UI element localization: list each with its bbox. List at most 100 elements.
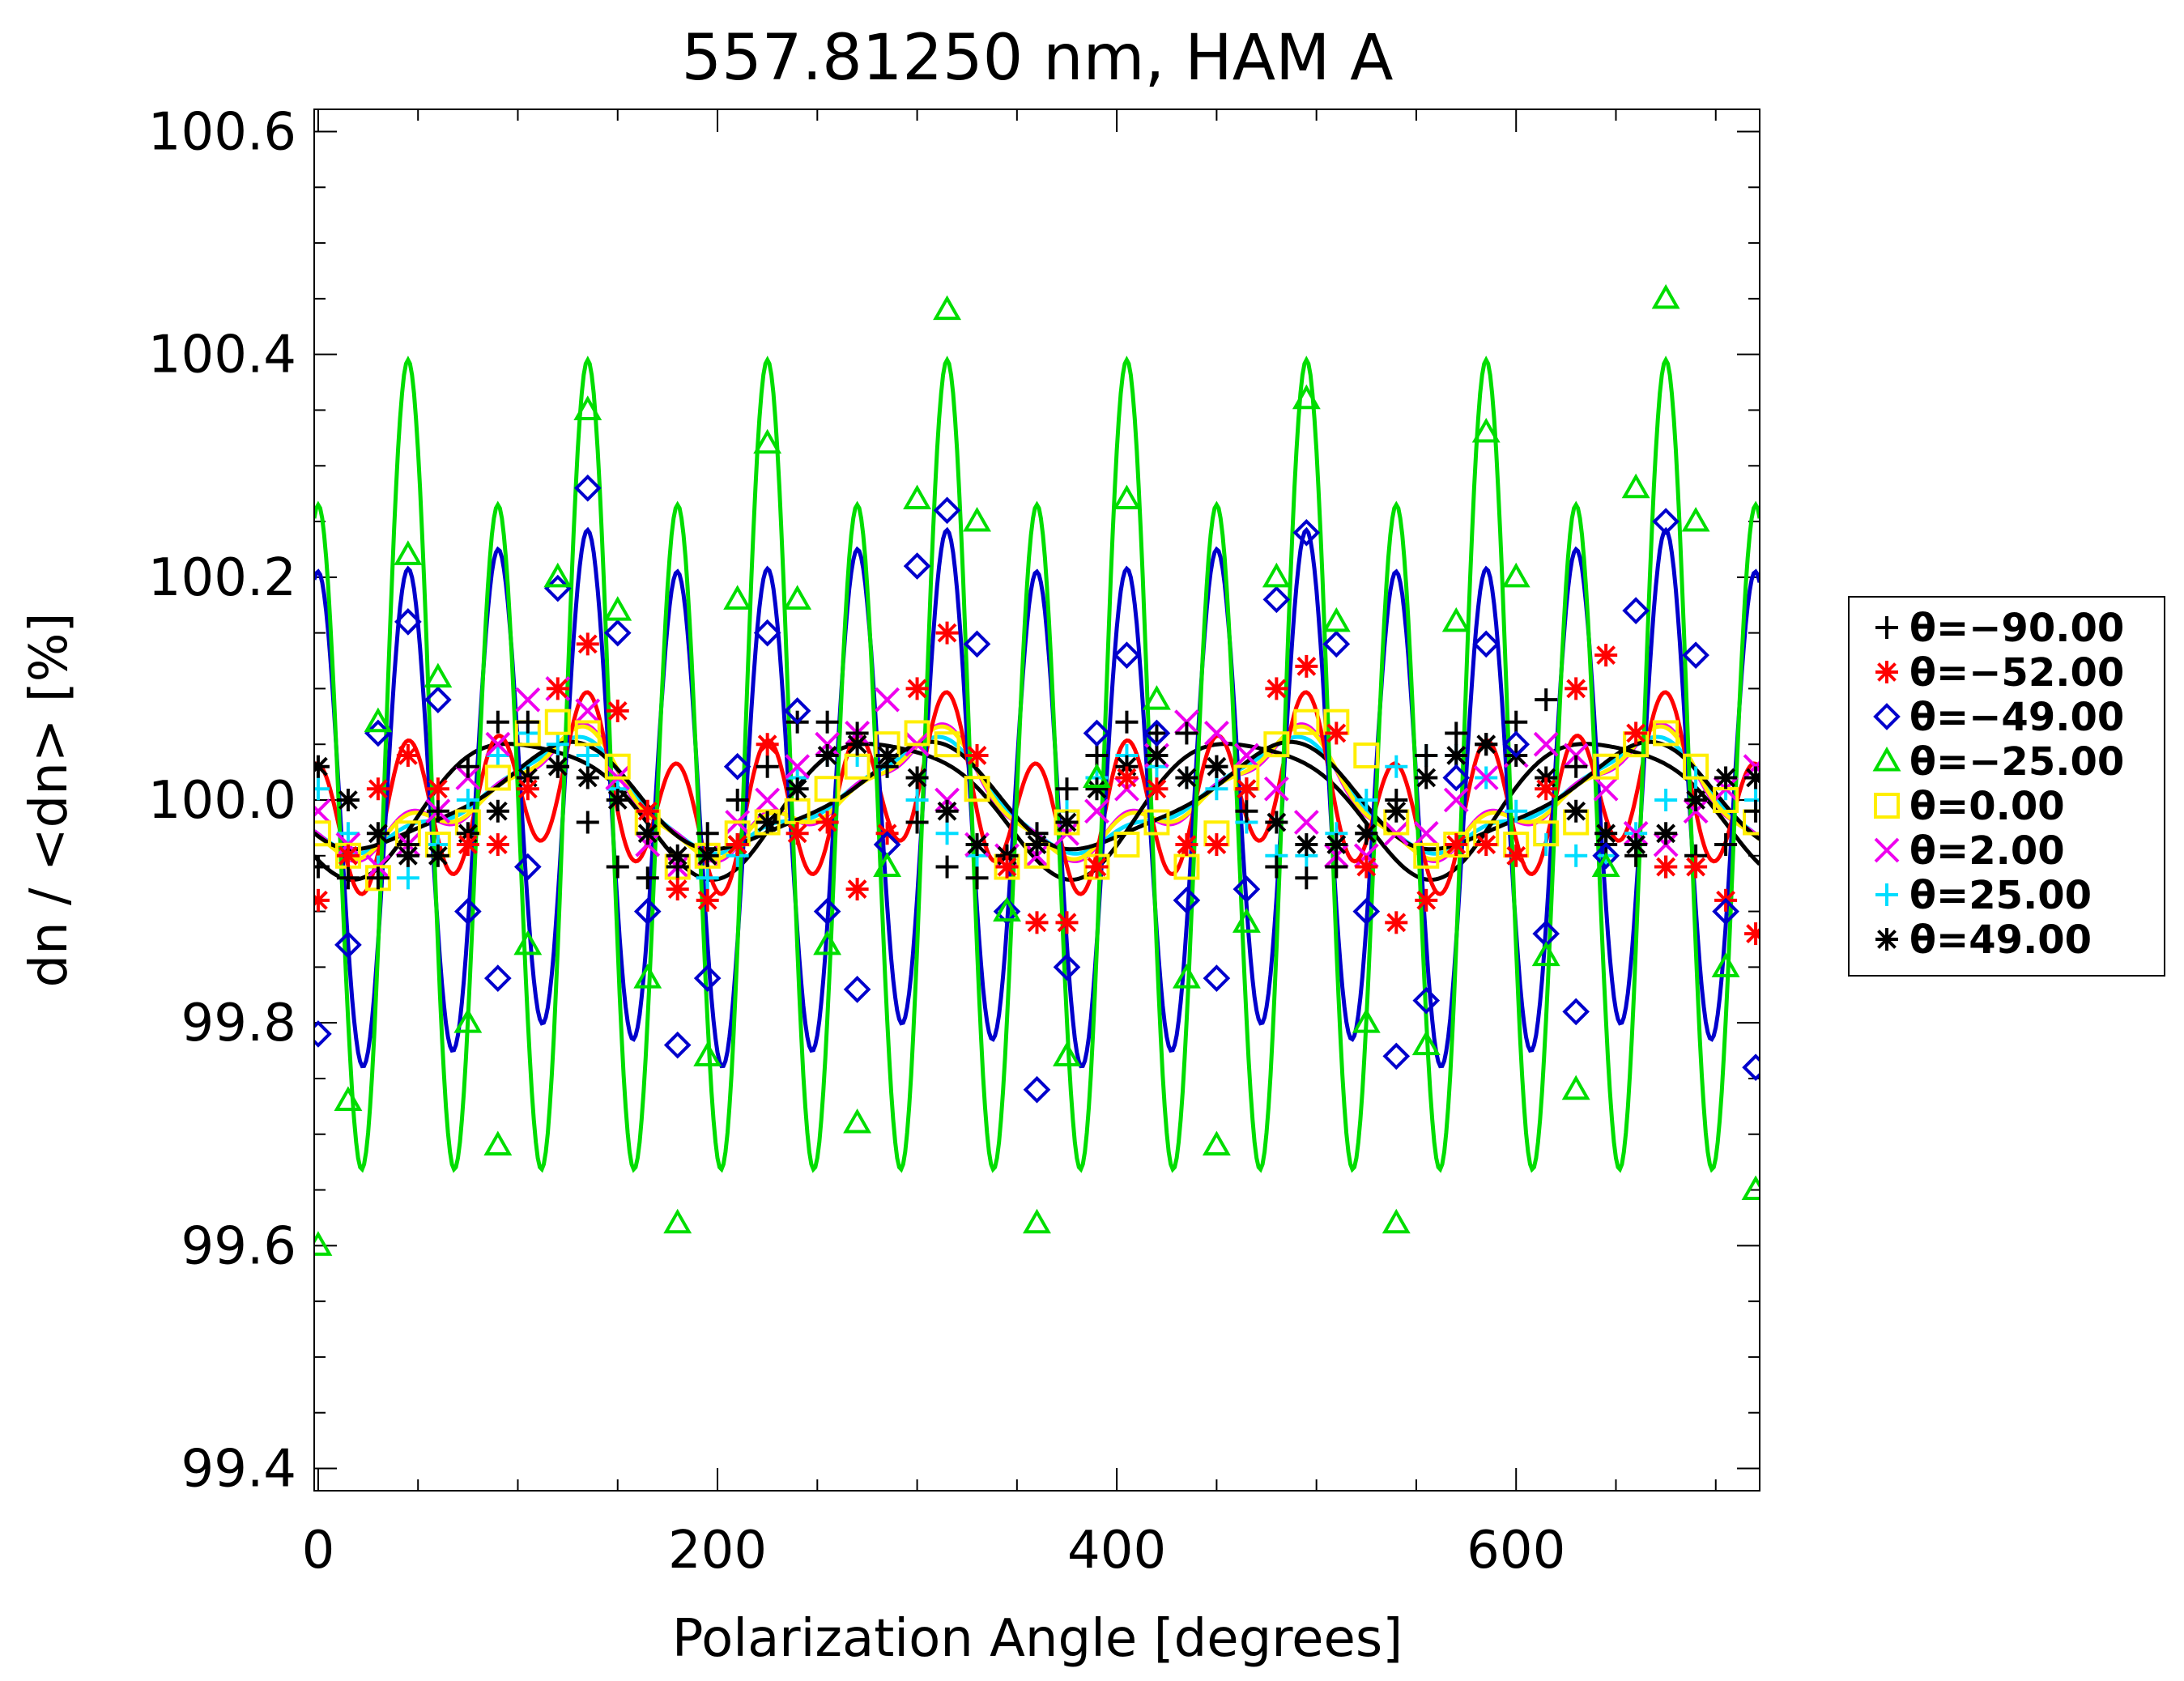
data-point	[875, 755, 899, 778]
legend-marker-4	[1874, 793, 1900, 819]
data-point	[1565, 755, 1588, 778]
data-point	[546, 677, 569, 700]
data-point	[574, 720, 601, 747]
data-point	[336, 789, 360, 811]
data-point	[905, 677, 929, 700]
data-point	[1533, 731, 1559, 757]
data-point	[935, 621, 959, 645]
data-point	[1262, 585, 1291, 614]
data-point	[1622, 597, 1650, 624]
data-point	[1355, 822, 1378, 845]
data-point	[756, 733, 779, 756]
data-point	[726, 789, 749, 811]
data-point	[606, 699, 629, 722]
data-point	[1684, 789, 1708, 811]
data-point	[636, 822, 659, 845]
data-point	[426, 799, 449, 823]
data-point	[606, 789, 629, 811]
data-point	[1293, 709, 1320, 735]
x-tick-label: 400	[1067, 1521, 1166, 1581]
data-point	[1295, 833, 1318, 857]
data-point	[1443, 787, 1469, 813]
data-point	[1415, 888, 1438, 912]
data-point	[576, 766, 599, 789]
data-point	[1232, 908, 1261, 933]
data-point	[516, 777, 539, 801]
data-point	[544, 709, 571, 735]
data-point	[1202, 1130, 1231, 1155]
data-point	[785, 777, 809, 801]
data-point	[396, 866, 419, 890]
data-point	[1172, 964, 1201, 989]
data-point	[576, 811, 599, 834]
data-point	[604, 753, 631, 780]
chart-title: 557.81250 nm, HAM A	[681, 22, 1393, 95]
data-point	[995, 855, 1019, 879]
data-point	[1145, 743, 1169, 767]
data-point	[1352, 1008, 1381, 1033]
data-point	[1113, 832, 1140, 858]
data-point	[1624, 721, 1648, 745]
data-point	[1382, 1042, 1411, 1070]
data-point	[1472, 630, 1501, 658]
data-point	[456, 755, 479, 778]
data-point	[1175, 766, 1198, 789]
data-point	[1205, 833, 1228, 857]
data-point	[366, 822, 390, 845]
data-point	[1142, 685, 1171, 710]
data-point	[1682, 641, 1709, 669]
data-point	[964, 776, 990, 802]
data-point	[813, 930, 842, 955]
legend-box	[1848, 596, 2165, 977]
data-point	[1505, 710, 1528, 734]
data-point	[783, 697, 811, 725]
data-point	[1265, 811, 1288, 834]
data-point	[336, 866, 360, 890]
data-point	[843, 1108, 872, 1134]
data-point	[1023, 1208, 1051, 1234]
data-point	[1744, 799, 1760, 823]
data-point	[1475, 833, 1498, 857]
legend-marker-5	[1874, 837, 1900, 863]
data-point	[484, 764, 511, 791]
data-point	[723, 585, 752, 610]
y-tick-label: 100.2	[148, 548, 296, 608]
data-point	[603, 596, 632, 621]
data-point	[1113, 641, 1141, 669]
data-point	[785, 822, 809, 845]
data-point	[1203, 721, 1229, 746]
data-point	[314, 888, 330, 912]
data-point	[1143, 719, 1171, 747]
data-point	[1205, 755, 1228, 778]
data-point	[454, 897, 482, 926]
data-point	[696, 844, 719, 867]
data-point	[1112, 484, 1141, 510]
data-point	[424, 686, 452, 714]
data-point	[1741, 1175, 1760, 1201]
data-point	[905, 811, 929, 834]
data-point	[1473, 765, 1499, 790]
data-point	[1505, 799, 1528, 823]
data-point	[394, 608, 422, 636]
data-point	[364, 707, 393, 733]
data-point	[1352, 897, 1381, 926]
data-point	[1712, 897, 1739, 926]
data-point	[1501, 562, 1531, 588]
data-point	[1353, 742, 1380, 768]
data-point	[963, 630, 991, 658]
data-point	[1385, 755, 1408, 778]
data-point	[456, 789, 479, 811]
data-point	[314, 855, 330, 879]
data-point	[756, 755, 779, 778]
data-point	[483, 1130, 513, 1155]
data-point	[456, 833, 479, 857]
y-tick-label: 99.4	[181, 1439, 297, 1499]
x-tick-label: 0	[302, 1521, 335, 1581]
y-tick-label: 100.0	[148, 771, 296, 831]
legend-label-4: θ=0.00	[1909, 784, 2065, 829]
data-point	[1385, 911, 1408, 934]
data-point	[576, 632, 599, 656]
y-axis-label: dn / <dn> [%]	[19, 613, 79, 988]
y-tick-label: 99.6	[181, 1216, 297, 1276]
data-point	[1083, 763, 1111, 788]
